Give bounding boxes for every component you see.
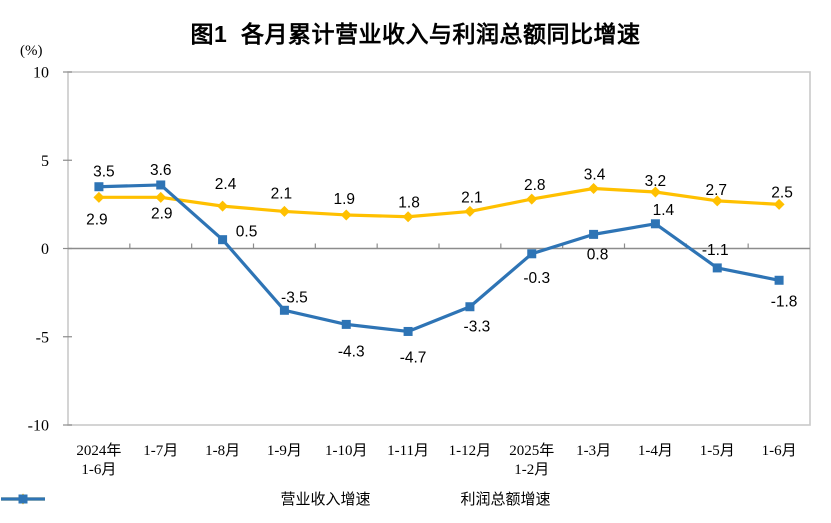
data-marker xyxy=(155,191,167,203)
data-label: 0.5 xyxy=(236,224,258,241)
x-tick-label: 1-2月 xyxy=(514,462,549,478)
x-tick-label: 1-6月 xyxy=(81,462,116,478)
x-tick-label: 2025年 xyxy=(509,442,554,459)
data-label: 2.4 xyxy=(215,176,237,193)
x-tick-label: 1-6月 xyxy=(762,443,797,459)
data-marker xyxy=(527,249,537,259)
data-label: -1.1 xyxy=(702,242,729,259)
x-tick-label: 1-4月 xyxy=(638,443,673,459)
data-label: 0.8 xyxy=(587,246,609,263)
data-marker xyxy=(712,263,722,273)
data-marker xyxy=(465,302,475,312)
data-marker xyxy=(218,235,228,245)
data-marker xyxy=(589,229,599,239)
data-label: 2.5 xyxy=(771,184,793,201)
data-label: 2.9 xyxy=(151,205,173,222)
data-label: 3.2 xyxy=(645,173,667,190)
x-tick-label: 1-5月 xyxy=(700,443,735,459)
y-tick-label: -5 xyxy=(36,329,49,346)
data-label: 2.1 xyxy=(461,189,483,206)
data-marker xyxy=(156,180,166,190)
data-label: 1.8 xyxy=(398,195,420,212)
x-tick-label: 1-10月 xyxy=(325,443,368,459)
data-marker xyxy=(773,198,785,210)
data-marker xyxy=(402,211,414,223)
data-label: 1.4 xyxy=(653,202,675,219)
data-label: 2.7 xyxy=(705,182,727,199)
data-label: 1.9 xyxy=(333,191,355,208)
y-axis-unit-label: (%) xyxy=(20,43,43,59)
series-line-0 xyxy=(97,186,781,219)
series-line-1 xyxy=(97,183,781,334)
data-marker xyxy=(217,200,229,212)
legend-item-profit: 利润总额增速 xyxy=(1,492,551,508)
data-label: -4.7 xyxy=(400,349,427,366)
data-marker xyxy=(94,182,104,192)
data-label: -3.3 xyxy=(464,319,491,336)
data-marker xyxy=(278,205,290,217)
legend-item-revenue: 营业收入增速 xyxy=(1,492,371,508)
data-marker xyxy=(464,205,476,217)
data-marker xyxy=(526,193,538,205)
data-marker xyxy=(588,182,600,194)
x-tick-label: 1-8月 xyxy=(205,443,240,459)
data-label: -1.8 xyxy=(771,293,798,310)
data-label: -3.5 xyxy=(281,289,308,306)
y-tick-label: 0 xyxy=(41,241,49,258)
data-label: 3.4 xyxy=(584,166,606,183)
x-tick-label: 1-3月 xyxy=(576,443,611,459)
x-tick-label: 1-11月 xyxy=(387,443,429,459)
y-tick-label: 5 xyxy=(41,153,49,170)
chart-title: 图1 各月累计营业收入与利润总额同比增速 xyxy=(190,21,641,47)
data-marker xyxy=(341,319,351,329)
x-tick-label: 1-9月 xyxy=(267,443,302,459)
legend-swatch-profit-icon xyxy=(1,494,45,504)
data-marker xyxy=(93,191,105,203)
y-tick-label: -10 xyxy=(28,418,49,435)
legend: 营业收入增速 利润总额增速 xyxy=(0,492,831,508)
data-label: -0.3 xyxy=(523,270,550,287)
x-tick-label: 2024年 xyxy=(76,442,121,459)
data-marker xyxy=(279,305,289,315)
data-marker xyxy=(774,275,784,285)
data-marker xyxy=(711,195,723,207)
data-label: 3.6 xyxy=(150,162,172,179)
data-marker xyxy=(340,209,352,221)
legend-label-revenue: 营业收入增速 xyxy=(280,492,371,508)
data-marker xyxy=(650,219,660,229)
x-tick-label: 1-7月 xyxy=(143,443,178,459)
data-label: 2.8 xyxy=(524,177,546,194)
data-label: 2.9 xyxy=(86,211,108,228)
data-label: -4.3 xyxy=(338,343,365,360)
data-marker xyxy=(649,186,661,198)
y-tick-label: 10 xyxy=(33,65,49,82)
data-label: 3.5 xyxy=(93,164,115,181)
data-marker xyxy=(403,326,413,336)
data-label: 2.1 xyxy=(271,185,293,202)
x-tick-label: 1-12月 xyxy=(449,443,492,459)
legend-label-profit: 利润总额增速 xyxy=(460,492,551,508)
